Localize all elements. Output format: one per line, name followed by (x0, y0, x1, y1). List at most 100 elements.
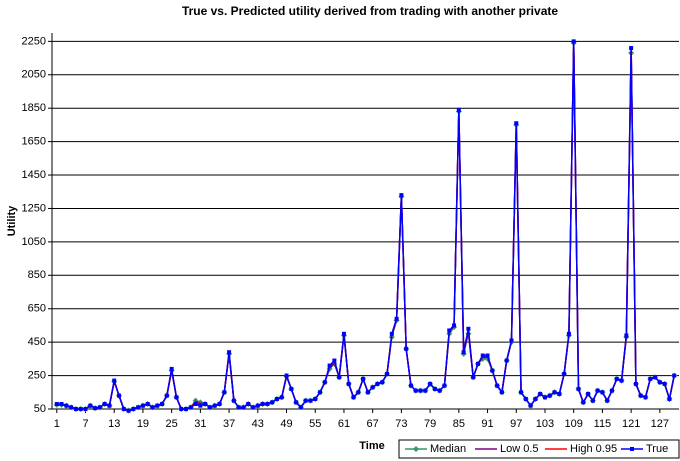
x-tick-label: 115 (594, 418, 612, 430)
point (207, 405, 212, 410)
point (322, 380, 327, 385)
y-tick-label: 650 (28, 303, 46, 315)
point (452, 323, 457, 328)
x-tick-label: 37 (223, 418, 235, 430)
point (466, 326, 471, 331)
series-line (56, 41, 675, 412)
point (274, 396, 279, 401)
point (538, 391, 543, 396)
point (131, 407, 136, 411)
x-tick-label: 67 (367, 418, 379, 430)
legend-label: Median (430, 443, 466, 455)
point (475, 361, 480, 366)
point (332, 358, 337, 363)
point (255, 403, 260, 408)
y-tick-label: 1450 (22, 169, 46, 181)
point (413, 388, 418, 393)
y-tick-label: 1050 (22, 236, 46, 248)
point (542, 395, 547, 400)
point (629, 46, 634, 51)
point (136, 405, 141, 410)
point (533, 396, 538, 401)
point (160, 401, 165, 406)
point (423, 388, 428, 393)
y-tick-label: 1650 (22, 136, 46, 148)
point (308, 398, 313, 403)
point (408, 383, 413, 388)
point (471, 375, 476, 380)
point (341, 331, 346, 336)
point (145, 401, 150, 406)
point (112, 378, 117, 383)
point (150, 405, 155, 410)
x-tick-label: 61 (338, 418, 350, 430)
y-tick-label: 850 (28, 269, 46, 281)
point (370, 385, 375, 390)
point (121, 407, 126, 411)
point (619, 378, 624, 383)
point (270, 400, 275, 405)
x-tick-label: 19 (137, 418, 149, 430)
point (605, 398, 610, 403)
point (107, 403, 112, 408)
series-line (56, 42, 675, 412)
series-line (56, 43, 675, 412)
x-tick-label: 79 (424, 418, 436, 430)
point (203, 401, 208, 406)
point (188, 405, 193, 410)
y-axis-title: Utility (6, 205, 18, 236)
point (385, 371, 390, 376)
point (294, 400, 299, 405)
point (83, 407, 88, 411)
point (231, 398, 236, 403)
point (164, 393, 169, 398)
point (504, 358, 509, 363)
point (432, 386, 437, 391)
legend-label: High 0.95 (570, 443, 617, 455)
point (365, 390, 370, 395)
point (499, 390, 504, 395)
point (198, 403, 203, 408)
point (428, 381, 433, 386)
y-tick-label: 2050 (22, 69, 46, 81)
point (298, 405, 303, 410)
point (399, 193, 404, 198)
point (485, 353, 490, 358)
point (169, 366, 174, 371)
point (657, 380, 662, 385)
point (318, 390, 323, 395)
point (327, 363, 332, 368)
point (380, 380, 385, 385)
point (337, 375, 342, 380)
y-tick-label: 1850 (22, 102, 46, 114)
point (284, 373, 289, 378)
y-tick-label: 2250 (22, 35, 46, 47)
point (227, 350, 232, 355)
point (667, 396, 672, 401)
point (495, 383, 500, 388)
point (126, 408, 131, 413)
point (64, 403, 69, 408)
point (361, 376, 366, 381)
point (523, 396, 528, 401)
x-tick-label: 7 (82, 418, 88, 430)
point (404, 346, 409, 351)
y-tick-label: 250 (28, 369, 46, 381)
point (609, 388, 614, 393)
y-tick-label: 450 (28, 336, 46, 348)
point (490, 368, 495, 373)
x-tick-label: 1 (54, 418, 60, 430)
point (653, 375, 658, 380)
point (265, 401, 270, 406)
point (184, 407, 189, 411)
x-axis-title: Time (359, 440, 384, 452)
x-tick-label: 103 (536, 418, 554, 430)
x-tick-label: 97 (510, 418, 522, 430)
point (509, 338, 514, 343)
point (480, 353, 485, 358)
point (59, 401, 64, 406)
x-tick-label: 73 (395, 418, 407, 430)
point (552, 390, 557, 395)
point (519, 390, 524, 395)
